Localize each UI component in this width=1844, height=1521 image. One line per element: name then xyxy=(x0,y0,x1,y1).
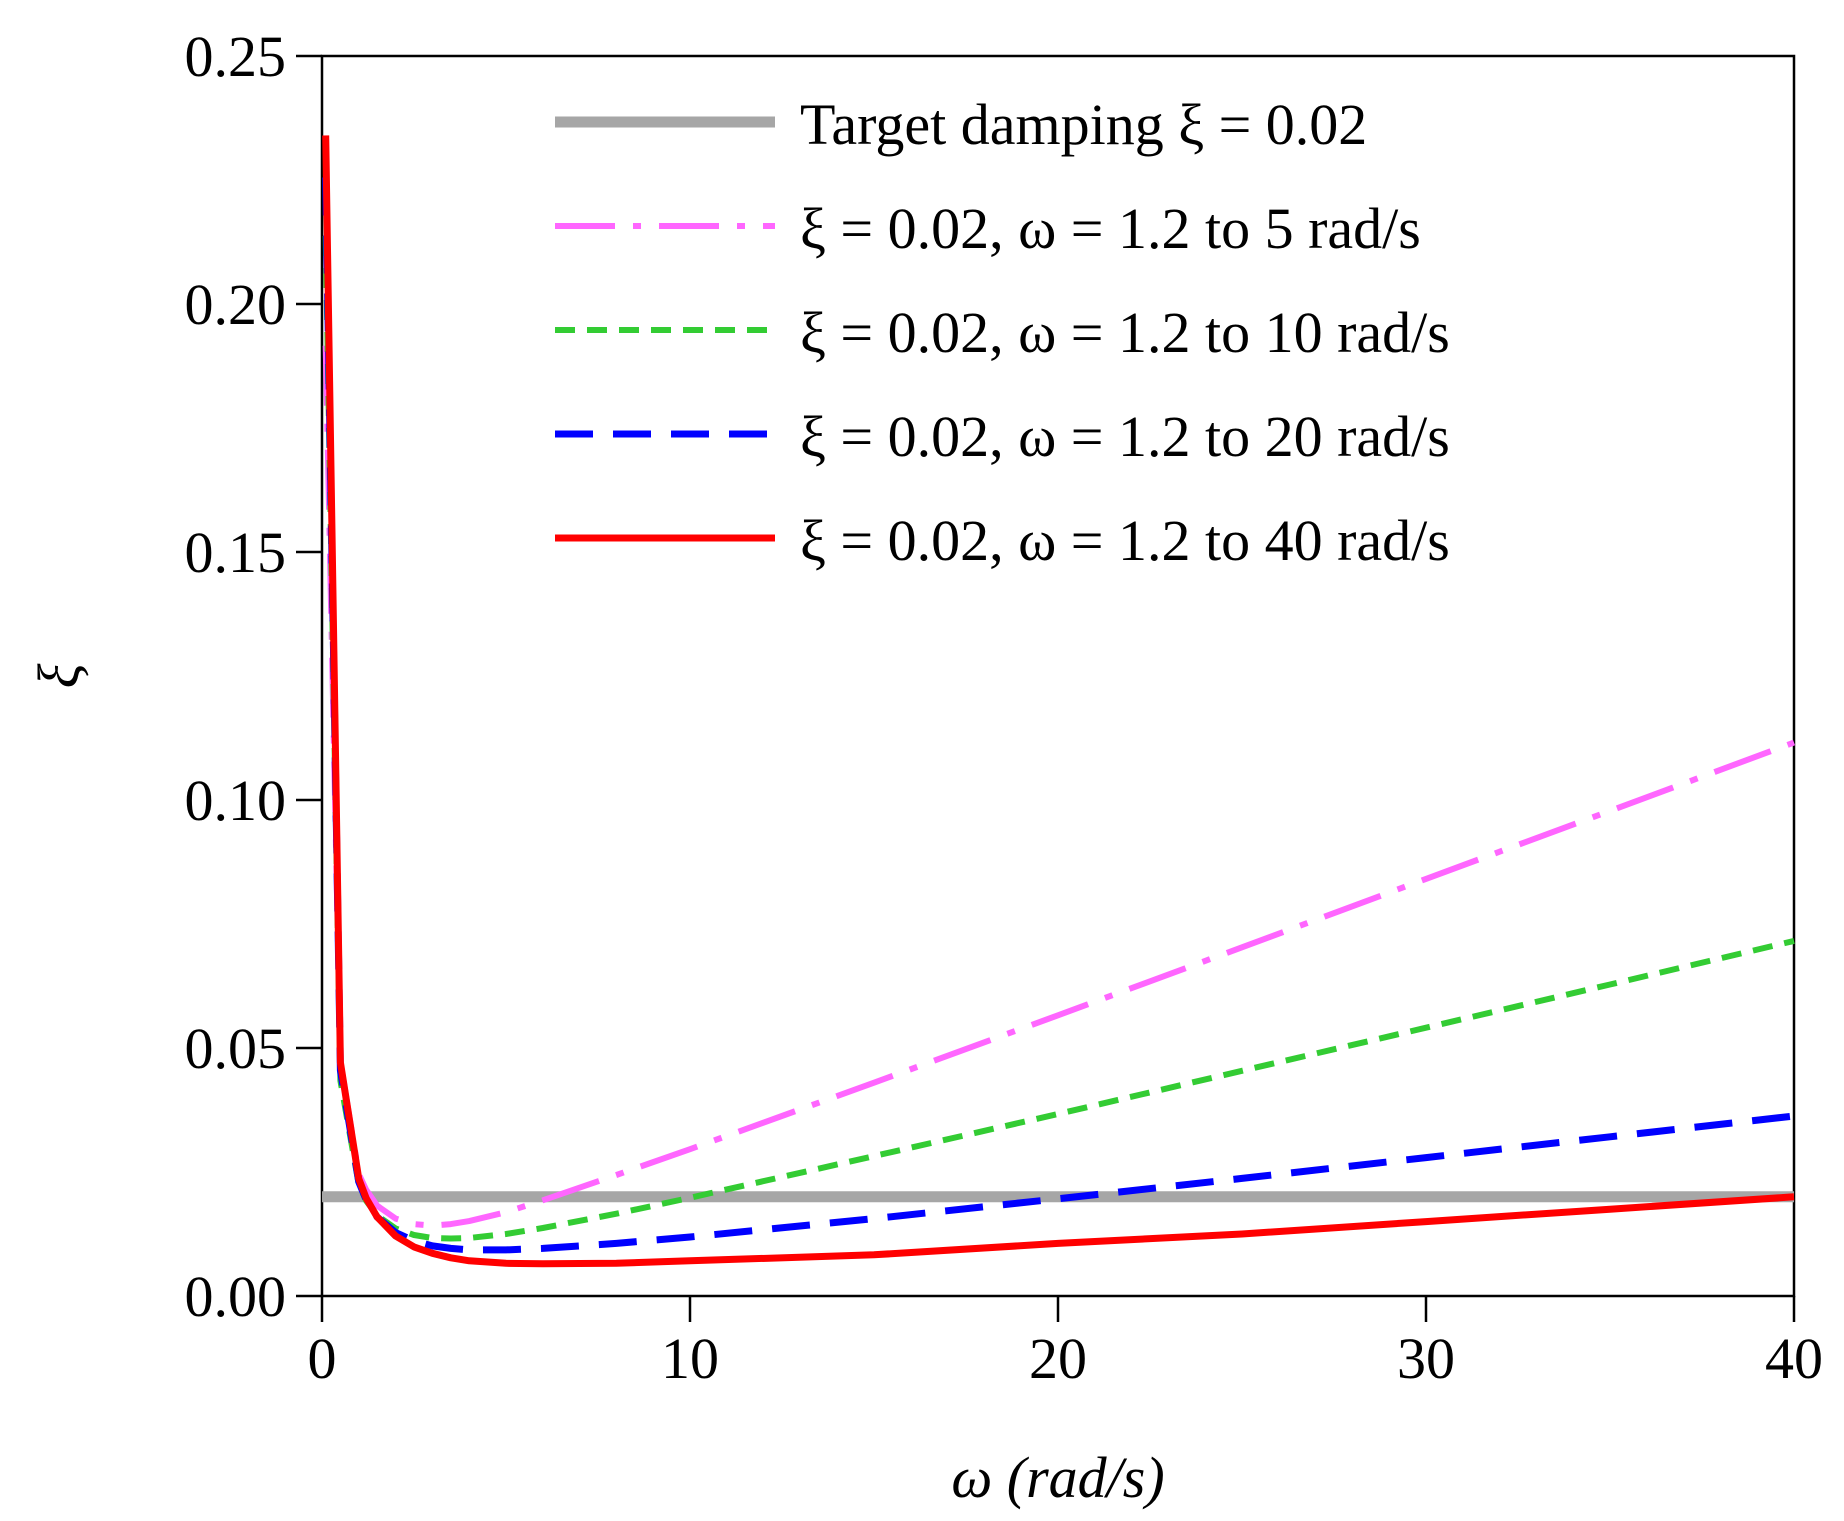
y-tick-label: 0.10 xyxy=(185,768,287,833)
x-tick-label: 40 xyxy=(1765,1326,1823,1391)
series-line-5 xyxy=(322,135,1795,1268)
legend-label-2: ξ = 0.02, ω = 1.2 to 5 rad/s xyxy=(800,196,1421,261)
y-tick-label: 0.05 xyxy=(185,1016,287,1081)
y-axis-title: ξ xyxy=(26,663,91,688)
x-axis-title: ω (rad/s) xyxy=(951,1445,1164,1510)
x-tick-label: 10 xyxy=(661,1326,719,1391)
x-tick-label: 20 xyxy=(1029,1326,1087,1391)
series-line-4 xyxy=(322,177,1795,1254)
series-line-2 xyxy=(322,345,1796,1229)
x-tick-label: 30 xyxy=(1397,1326,1455,1391)
legend: Target damping ξ = 0.02 ξ = 0.02, ω = 1.2… xyxy=(555,92,1450,573)
axes: 0.00 0.05 0.10 0.15 0.20 0.25 0 10 20 30 40 ω (rad/… xyxy=(26,24,1823,1510)
series-line-3 xyxy=(322,235,1795,1242)
legend-label-5: ξ = 0.02, ω = 1.2 to 40 rad/s xyxy=(800,508,1450,573)
x-tick-label: 0 xyxy=(308,1326,337,1391)
y-tick-label: 0.25 xyxy=(185,24,287,89)
legend-label-4: ξ = 0.02, ω = 1.2 to 20 rad/s xyxy=(800,404,1450,469)
y-tick-label: 0.15 xyxy=(185,520,287,585)
y-tick-label: 0.20 xyxy=(185,272,287,337)
series-layer xyxy=(322,135,1796,1268)
legend-label-3: ξ = 0.02, ω = 1.2 to 10 rad/s xyxy=(800,300,1450,365)
y-tick-label: 0.00 xyxy=(185,1264,287,1329)
legend-label-1: Target damping ξ = 0.02 xyxy=(800,92,1367,157)
